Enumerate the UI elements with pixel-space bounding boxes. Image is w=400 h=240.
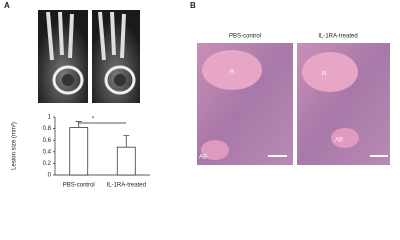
image-title: IL-1RA-treated [318,34,357,40]
y-tick-label: 1 [48,115,52,121]
ct-image [38,10,88,103]
ct-image [92,10,140,103]
image-label: AB [335,138,343,144]
bar [116,146,136,176]
image-label: R [230,70,235,76]
panel-label: B [190,1,196,10]
panel-label: A [4,1,10,10]
y-tick-label: 0.8 [43,126,52,132]
y-tick-label: 0 [48,173,52,179]
y-tick-label: 0.2 [43,161,52,167]
y-tick-label: 0.6 [43,138,52,144]
figure: A B PBS-control IL-1RA-treated R AB R AB… [4,1,390,189]
histology-image: R AB [197,43,293,165]
error-bar [75,121,82,128]
x-tick-label: PBS-control [63,183,95,189]
significance: * [92,117,95,123]
image-label: R [322,72,327,78]
x-tick-label: IL-1RA-treated [107,183,146,189]
y-tick-label: 0.4 [43,149,52,155]
image-title: PBS-control [229,34,261,40]
histology-image: R AB [297,43,390,165]
y-axis-label: Lesion size (mm²) [12,122,18,170]
image-label: AB [199,155,207,161]
bar [69,127,89,176]
error-bar [123,135,130,148]
